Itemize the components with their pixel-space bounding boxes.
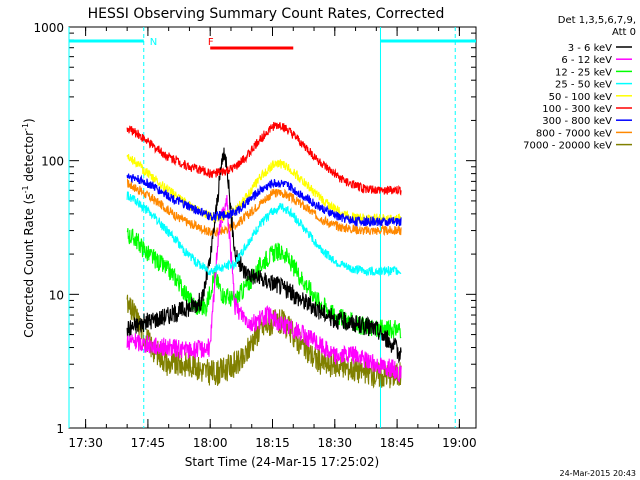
series-line <box>126 194 402 383</box>
x-tick-label: 18:45 <box>380 436 415 450</box>
x-axis-label: Start Time (24-Mar-15 17:25:02) <box>185 455 379 469</box>
y-label-part-a: Corrected Count Rate (s <box>22 193 36 337</box>
series-line <box>126 172 402 228</box>
x-tick-label: 18:15 <box>255 436 290 450</box>
legend-label: 7000 - 20000 keV <box>523 141 612 152</box>
y-label-exp-2: -1 <box>21 123 30 131</box>
legend-header-2: Att 0 <box>612 27 636 38</box>
legend-label: 6 - 12 keV <box>561 55 612 66</box>
y-tick-label: 1000 <box>33 21 64 35</box>
legend-label: 50 - 100 keV <box>549 92 613 103</box>
legend-label: 12 - 25 keV <box>555 67 612 78</box>
footer-timestamp: 24-Mar-2015 20:43 <box>560 469 637 478</box>
y-tick-label: 10 <box>49 288 64 302</box>
legend-label: 25 - 50 keV <box>555 80 612 91</box>
series-line <box>126 154 402 224</box>
y-label-part-b: detector <box>22 131 36 186</box>
x-tick-label: 17:30 <box>68 436 103 450</box>
y-axis-label: Corrected Count Rate (s-1 detector-1) <box>21 118 36 337</box>
plot-frame <box>68 26 477 429</box>
series-line <box>126 191 402 277</box>
series-line <box>126 121 402 196</box>
legend-label: 300 - 800 keV <box>542 116 612 127</box>
legend-label: 800 - 7000 keV <box>536 128 612 139</box>
x-tick-label: 19:00 <box>442 436 477 450</box>
x-tick-label: 18:00 <box>193 436 228 450</box>
series-line <box>126 147 402 364</box>
legend-header-1: Det 1,3,5,6,7,9, <box>558 15 636 26</box>
legend-label: 3 - 6 keV <box>568 43 612 54</box>
chart-title: HESSI Observing Summary Count Rates, Cor… <box>88 6 445 22</box>
annotation-f: F <box>208 37 214 48</box>
annotation-n: N <box>150 37 157 48</box>
y-label-part-c: ) <box>22 118 36 123</box>
y-tick-label: 100 <box>41 155 64 169</box>
x-tick-label: 17:45 <box>131 436 166 450</box>
y-label-exp-1: -1 <box>21 185 30 193</box>
y-tick-label: 1 <box>56 422 64 436</box>
x-tick-label: 18:30 <box>317 436 352 450</box>
legend-label: 100 - 300 keV <box>542 104 612 115</box>
series-line <box>126 178 402 238</box>
